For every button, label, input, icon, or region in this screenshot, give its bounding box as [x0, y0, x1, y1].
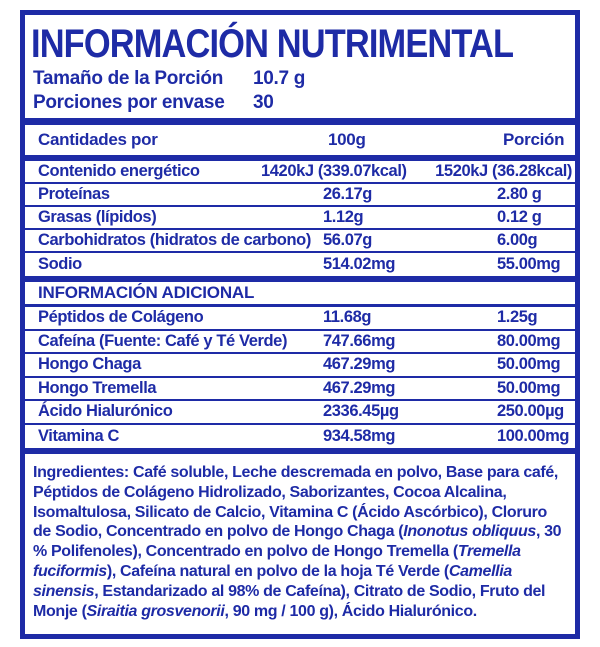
value-per-100g: 747.66mg [323, 331, 396, 350]
table-row: Hongo Tremella 467.29mg 50.00mg [25, 378, 575, 401]
ingredients-text: , 30 % Polifenoles), Concentrado en polv… [33, 523, 562, 561]
label-header-section: INFORMACIÓN NUTRIMENTAL Tamaño de la Por… [25, 15, 575, 118]
latin-species-name: Siraitia grosvenorii [86, 602, 225, 620]
table-row: Vitamina C 934.58mg 100.00mg [25, 425, 575, 449]
row-label: Ácido Hialurónico [38, 402, 173, 421]
row-label: Carbohidratos (hidratos de carbono) [38, 231, 311, 249]
serving-size-label: Tamaño de la Porción [33, 68, 224, 89]
table-header: Cantidades por 100g Porción [25, 125, 575, 155]
value-per-portion: 55.00mg [497, 255, 561, 273]
row-label: Cafeína (Fuente: Café y Té Verde) [38, 331, 288, 350]
table-row: Proteínas 26.17g 2.80 g [25, 184, 575, 207]
row-label: Grasas (lípidos) [38, 208, 157, 226]
table-row: Carbohidratos (hidratos de carbono) 56.07… [25, 230, 575, 253]
table-row: Hongo Chaga 467.29mg 50.00mg [25, 354, 575, 378]
column-header-per-100g: 100g [328, 130, 366, 149]
serving-size-row: Tamaño de la Porción 10.7 g [31, 67, 569, 91]
servings-per-container-value: 30 [253, 92, 274, 113]
row-label: Sodio [38, 255, 82, 273]
value-per-100g: 1.12g [323, 208, 364, 226]
row-label: Péptidos de Colágeno [38, 308, 204, 327]
value-per-100g: 467.29mg [323, 355, 396, 374]
table-row: Ácido Hialurónico 2336.45µg 250.00µg [25, 401, 575, 425]
thick-divider [25, 155, 575, 161]
servings-per-container-row: Porciones por envase 30 [31, 91, 569, 115]
value-per-portion: 80.00mg [497, 331, 561, 350]
medium-divider [25, 304, 575, 307]
thick-divider [25, 118, 575, 125]
nutrition-rows: Contenido energético 1420kJ (339.07kcal) 1… [25, 161, 575, 276]
value-per-portion: 6.00g [497, 231, 538, 249]
value-per-portion: 1.25g [497, 308, 538, 327]
value-per-100g: 26.17g [323, 185, 372, 203]
serving-size-value: 10.7 g [253, 68, 306, 89]
row-label: Hongo Tremella [38, 378, 157, 397]
ingredients-text: , Estandarizado al 98% de Cafeína), Citr… [33, 582, 546, 620]
ingredients-text: Ingredientes: Café soluble, Leche descre… [33, 464, 559, 541]
table-row: Cafeína (Fuente: Café y Té Verde) 747.66m… [25, 331, 575, 354]
value-per-portion: 0.12 g [497, 208, 542, 226]
value-per-100g: 934.58mg [323, 426, 396, 445]
ingredients-text: , 90 mg / 100 g), Ácido Hialurónico. [224, 602, 478, 620]
value-per-portion: 50.00mg [497, 378, 561, 397]
column-header-quantity: Cantidades por [38, 130, 158, 149]
thick-divider [25, 276, 575, 282]
ingredients-paragraph: Ingredientes: Café soluble, Leche descre… [25, 454, 575, 634]
value-per-100g: 514.02mg [323, 255, 396, 273]
value-per-portion: 2.80 g [497, 185, 542, 203]
value-per-100g: 1420kJ (339.07kcal) [261, 162, 407, 180]
latin-species-name: Camellia sinensis [33, 562, 512, 600]
ingredients-text: ), Cafeína natural en polvo de la hoja T… [106, 562, 449, 580]
thick-divider [25, 448, 575, 454]
value-per-100g: 2336.45µg [323, 402, 399, 421]
latin-species-name: Tremella fuciformis [33, 543, 521, 580]
latin-species-name: Inonotus obliquus [403, 523, 536, 541]
table-row: Contenido energético 1420kJ (339.07kcal) 1… [25, 161, 575, 184]
value-per-portion: 100.00mg [497, 426, 570, 445]
row-label: Proteínas [38, 185, 110, 203]
value-per-portion: 50.00mg [497, 355, 561, 374]
nutrition-facts-label: INFORMACIÓN NUTRIMENTAL Tamaño de la Por… [20, 10, 580, 639]
value-per-100g: 467.29mg [323, 378, 396, 397]
page-title: INFORMACIÓN NUTRIMENTAL [31, 22, 514, 66]
servings-per-container-label: Porciones por envase [33, 92, 225, 113]
additional-rows: Péptidos de Colágeno 11.68g 1.25g Cafeína (… [25, 307, 575, 448]
value-per-portion: 1520kJ (36.28kcal) [435, 162, 572, 180]
value-per-portion: 250.00µg [497, 402, 564, 421]
value-per-100g: 56.07g [323, 231, 372, 249]
additional-info-header: INFORMACIÓN ADICIONAL [38, 283, 255, 302]
table-row: Sodio 514.02mg 55.00mg [25, 253, 575, 276]
row-label: Contenido energético [38, 162, 200, 180]
table-row: Grasas (lípidos) 1.12g 0.12 g [25, 207, 575, 230]
column-header-portion: Porción [503, 130, 565, 149]
value-per-100g: 11.68g [323, 308, 372, 327]
row-label: Hongo Chaga [38, 355, 141, 374]
row-label: Vitamina C [38, 426, 119, 445]
table-row: Péptidos de Colágeno 11.68g 1.25g [25, 307, 575, 331]
